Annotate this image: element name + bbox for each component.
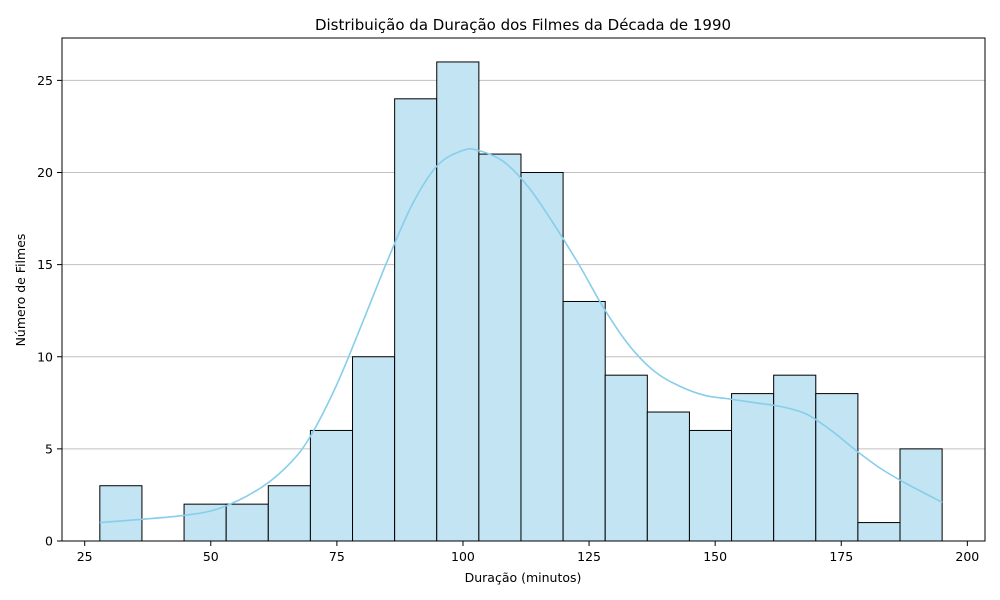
histogram-bar: [309, 429, 354, 542]
histogram-bar: [267, 485, 311, 542]
y-axis-label: Número de Filmes: [13, 234, 28, 347]
histogram-bar: [183, 503, 227, 542]
histogram-bar: [99, 485, 143, 542]
histogram-bar: [899, 448, 943, 542]
histogram-bar: [562, 300, 606, 542]
histogram-bar: [815, 393, 859, 542]
histogram-bar: [436, 61, 480, 542]
x-tick-label: 75: [329, 549, 345, 564]
y-tick-label: 10: [37, 349, 53, 364]
x-tick-label: 200: [955, 549, 979, 564]
histogram-bar: [225, 503, 269, 542]
y-axis-ticks: 0 5 10 15 20 25: [37, 73, 62, 549]
y-tick-label: 0: [45, 534, 53, 549]
chart-title: Distribuição da Duração dos Filmes da Dé…: [315, 16, 731, 34]
histogram-bar: [478, 153, 522, 542]
x-tick-label: 175: [829, 549, 853, 564]
histogram-bar: [857, 522, 901, 542]
x-tick-label: 150: [703, 549, 727, 564]
kde-curve: [99, 147, 943, 524]
y-tick-label: 20: [37, 165, 53, 180]
y-tick-label: 25: [37, 73, 53, 88]
histogram-bar: [688, 429, 733, 542]
x-axis-ticks: 25 50 75 100 125 150 175 200: [77, 541, 979, 564]
x-axis-label: Duração (minutos): [465, 570, 582, 585]
histogram-bar: [773, 374, 817, 542]
histogram-bar: [394, 98, 438, 542]
histogram-bar: [646, 411, 690, 542]
histogram-bars: [99, 61, 943, 542]
y-tick-label: 5: [45, 441, 53, 456]
x-tick-label: 100: [451, 549, 475, 564]
histogram-bar: [731, 393, 775, 542]
x-tick-label: 25: [77, 549, 93, 564]
plot-frame: [61, 37, 986, 542]
histogram-bar: [520, 172, 564, 542]
x-tick-label: 125: [577, 549, 601, 564]
histogram-bar: [352, 356, 396, 542]
y-tick-label: 15: [37, 257, 53, 272]
x-tick-label: 50: [203, 549, 219, 564]
histogram-bar: [604, 374, 648, 542]
